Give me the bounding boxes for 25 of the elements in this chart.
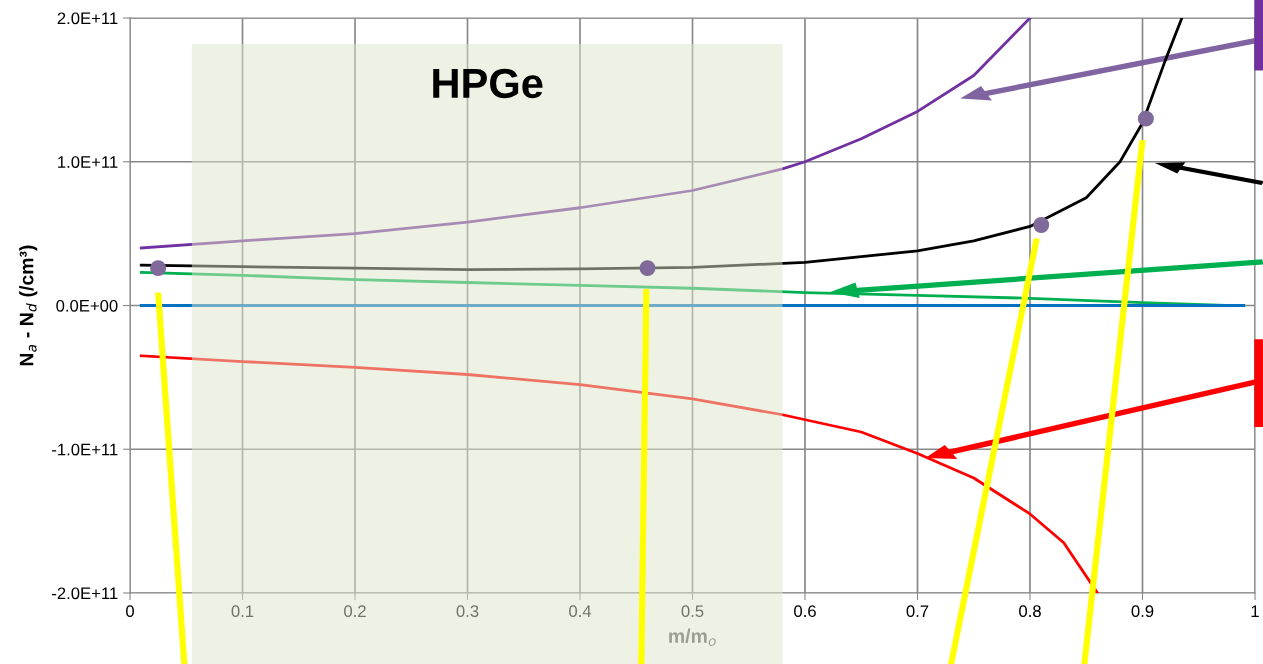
line-series bbox=[139, 18, 1184, 271]
y-tick-label: 2.0E+11 bbox=[57, 12, 118, 25]
y-tick-label: 1.0E+11 bbox=[58, 156, 118, 168]
x-tick-label: 0 bbox=[126, 605, 134, 618]
line-series bbox=[139, 18, 1032, 250]
x-tick-label: 0.7 bbox=[906, 605, 929, 618]
x-tick-label: 0.5 bbox=[681, 605, 704, 618]
y-tick-label: 0.0E+00 bbox=[56, 299, 118, 312]
x-tick-label: 0.2 bbox=[344, 605, 366, 618]
point bbox=[150, 260, 167, 277]
y-tick-label: -2.0E+11 bbox=[52, 587, 118, 600]
x-tick-label: 0.8 bbox=[1019, 605, 1041, 618]
x-tick-label: 0.9 bbox=[1131, 605, 1154, 618]
y-tick-label: -1.0E+11 bbox=[52, 443, 118, 456]
x-tick-label: 1 bbox=[1251, 605, 1259, 617]
x-tick-label: 0.6 bbox=[794, 605, 816, 618]
point bbox=[639, 260, 656, 277]
band-label: HPGe bbox=[433, 68, 543, 99]
x-tick-label: 0.1 bbox=[231, 605, 254, 618]
x-tick-label: 0.4 bbox=[569, 605, 592, 618]
y-axis-title: N$_{a}$ - N$_{d}$ (/cm³) bbox=[19, 245, 38, 366]
x-axis-title: m/m$_{o}$ bbox=[669, 628, 716, 647]
x-tick-label: 0.3 bbox=[456, 605, 479, 618]
point bbox=[1137, 110, 1154, 127]
point bbox=[1033, 217, 1050, 233]
